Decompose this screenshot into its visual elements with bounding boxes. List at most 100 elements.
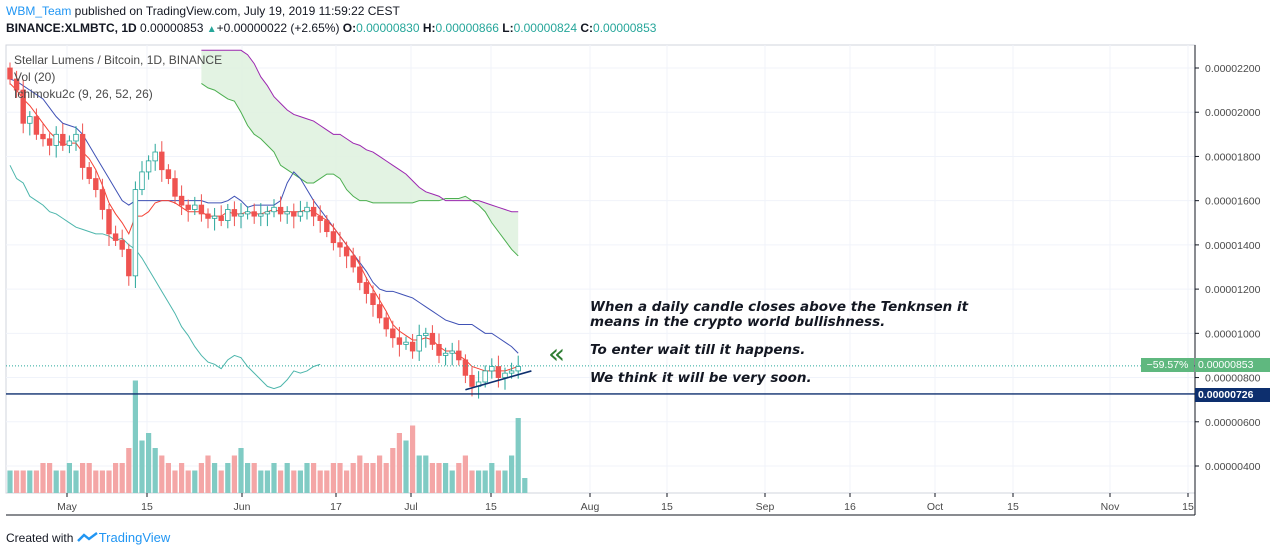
candle-body [60,133,66,146]
cloud-fill [201,50,519,256]
candle-body [390,328,396,339]
x-tick-label: 15 [1182,501,1194,513]
candle-body [409,341,416,352]
y-tick-label: 0.00000600 [1205,417,1261,429]
x-tick-label: Oct [927,501,943,513]
volume-bar [330,463,336,493]
volume-bar [337,463,343,493]
candle-body [370,293,376,305]
footer: Created with TradingView [6,530,170,546]
candle-body [304,206,310,213]
candlesticks [7,62,521,399]
y-tick-label: 0.00000800 [1205,373,1261,385]
volume-bar [179,463,185,493]
open-value: 0.00000830 [356,21,420,35]
volume-bar [403,440,409,493]
chart-grid [5,44,1196,494]
volume-bar [258,470,264,493]
candle-body [159,151,165,171]
volume-bar [522,478,528,493]
volume-bar [344,470,350,493]
candle-body [297,211,304,217]
candle-body [165,169,172,179]
candle-body [416,335,422,352]
volume-bar [462,455,468,493]
footer-brand-link[interactable]: TradingView [98,530,171,545]
volume-bar [324,470,330,493]
volume-bar [390,448,396,493]
volume-bar [449,470,455,493]
annotation-line-1: When a daily candle closes above the Ten… [590,299,969,315]
volume-bar [251,463,257,493]
volume-bar [238,448,244,493]
volume-bar [132,380,138,493]
publish-info: WBM_Team published on TradingView.com, J… [6,3,400,19]
time-axis[interactable]: May 15 Jun 17 Jul 15 Aug 15 Sep 16 Oct 15 Nov 15 [6,493,1195,516]
candle-body [271,206,277,213]
volume-bar [383,463,389,493]
candle-body [456,350,462,361]
volume-bar [80,463,86,493]
kijun-line [9,78,519,354]
trend-line [465,370,532,391]
candle-body [27,116,33,124]
candle-body [469,374,475,387]
candle-body [211,215,218,219]
open-label: O: [342,21,357,35]
footer-created: Created with [6,531,74,545]
publish-text: published on TradingView.com, July 19, 2… [71,4,400,18]
volume-bar [297,470,303,493]
y-tick-label: 0.00001000 [1205,328,1261,340]
volume-bar [495,470,501,493]
volume-bar [502,470,508,493]
author-link[interactable]: WBM_Team [6,4,72,18]
symbol-label: BINANCE:XLMBTC, 1D [6,21,137,35]
volume-bar [218,470,224,493]
volume-bar [291,470,297,493]
volume-bar [165,463,171,493]
volume-bar [264,470,270,493]
price-axis[interactable]: 0.00000400 0.00000600 0.00000800 0.00001000… [1194,45,1261,515]
x-tick-label: Aug [581,501,600,513]
legend-volume[interactable]: Vol (20) [14,70,56,84]
volume-bar [66,463,72,493]
y-tick-label: 0.00002000 [1205,107,1261,119]
x-tick-label: Sep [756,501,775,513]
candle-body [423,332,429,336]
volume-bar [429,463,435,493]
change-percent-badge: −59.57% [1141,358,1194,372]
candle-body [482,370,488,383]
candle-body [363,282,370,294]
volume-bar [113,463,119,493]
candle-body [93,178,99,191]
candle-body [238,213,244,217]
y-tick-label: 0.00000400 [1205,461,1261,473]
volume-bar [350,463,356,493]
candle-body [357,266,363,283]
candle-body [79,133,86,168]
y-tick-label: 0.00001200 [1205,284,1261,296]
volume-bar [284,463,290,493]
candle-body [277,206,284,215]
volume-bar [172,470,178,493]
last-price-badge: 0.00000853 [1195,358,1270,372]
candle-body [33,116,40,135]
high-label: H: [422,21,436,35]
volume-bar [14,470,20,493]
senkou-span-b [201,49,519,213]
volume-bar [205,455,211,493]
last-price: 0.00000853 [140,21,204,35]
volume-bar [245,463,251,493]
line-price-badge: 0.00000726 [1195,388,1270,402]
volume-bar [146,433,152,493]
volume-bars [7,380,528,493]
volume-bar [106,470,112,493]
candle-body [429,332,436,345]
candle-body [205,213,211,219]
volume-bar [47,463,53,493]
candle-body [40,133,46,140]
legend-ichimoku[interactable]: Ichimoku2c (9, 26, 52, 26) [14,87,153,101]
candle-body [251,211,257,217]
candle-body [198,204,205,215]
